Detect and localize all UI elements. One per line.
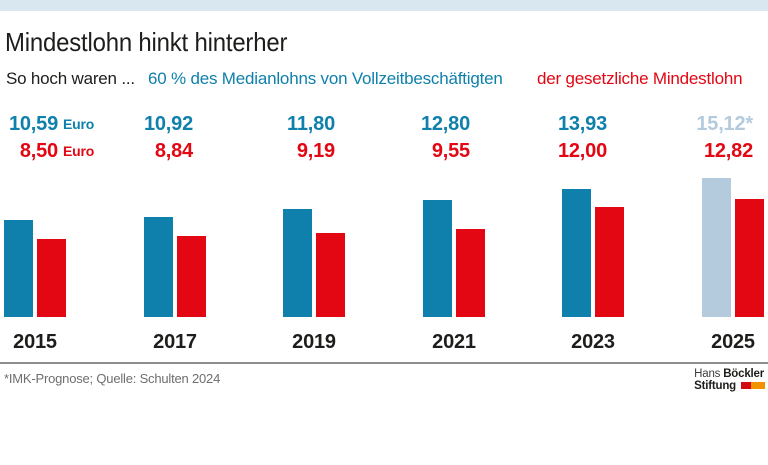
bar-median-2023 <box>562 189 591 317</box>
bar-minimum-2025 <box>735 199 764 317</box>
value-label-minimum-2017: 8,84 <box>154 140 193 162</box>
logo-stiftung: Stiftung <box>694 380 736 392</box>
bar-median-2021 <box>423 200 452 317</box>
value-label-minimum-2019: 9,19 <box>296 140 335 162</box>
logo-flag-icon <box>741 380 765 389</box>
source-note: *IMK-Prognose; Quelle: Schulten 2024 <box>4 371 221 386</box>
page-title: Mindestlohn hinkt hinterher <box>5 27 288 57</box>
unit-label: Euro <box>63 143 95 159</box>
logo-line-2: Stiftung <box>694 380 765 392</box>
value-label-median-2025: 15,12* <box>696 113 753 135</box>
bar-minimum-2015 <box>37 239 66 317</box>
bar-minimum-2019 <box>316 233 345 317</box>
logo-boeckler: Böckler <box>723 368 764 380</box>
value-label-minimum-2025: 12,82 <box>703 140 753 162</box>
year-label-2017: 2017 <box>153 331 197 353</box>
value-label-median-2017: 10,92 <box>143 113 193 135</box>
logo-flag-red <box>741 382 751 389</box>
year-label-2019: 2019 <box>292 331 336 353</box>
year-label-2015: 2015 <box>13 331 57 353</box>
value-label-minimum-2015: 8,50 Euro <box>19 140 95 162</box>
subtitle-prefix: So hoch waren ... <box>6 69 135 88</box>
bar-minimum-2017 <box>177 236 206 317</box>
hans-boeckler-logo: Hans Böckler Stiftung <box>694 368 765 392</box>
year-label-2025: 2025 <box>711 331 755 353</box>
bar-median-2015 <box>4 220 33 317</box>
logo-line-1: Hans Böckler <box>694 368 765 380</box>
legend-median-label: 60 % des Medianlohns von Vollzeitbeschäf… <box>148 69 503 88</box>
bar-median-2017 <box>144 217 173 317</box>
bar-median-2019 <box>283 209 312 317</box>
legend-minimum-label: der gesetzliche Mindestlohn <box>537 69 743 88</box>
legend-row: So hoch waren ... 60 % des Medianlohns v… <box>0 69 768 91</box>
unit-label: Euro <box>63 116 95 132</box>
year-label-2023: 2023 <box>571 331 615 353</box>
value-label-minimum-2021: 9,55 <box>431 140 470 162</box>
value-label-minimum-2023: 12,00 <box>557 140 607 162</box>
top-accent-band <box>0 0 768 11</box>
value-label-median-2021: 12,80 <box>420 113 470 135</box>
bar-minimum-2021 <box>456 229 485 317</box>
logo-hans: Hans <box>694 368 721 380</box>
logo-flag-orange <box>751 382 765 389</box>
bar-minimum-2023 <box>595 207 624 317</box>
value-label-median-2015: 10,59 Euro <box>8 113 95 135</box>
bar-median-2025 <box>702 178 731 317</box>
year-label-2021: 2021 <box>432 331 476 353</box>
value-label-median-2019: 11,80 <box>287 113 335 135</box>
value-label-median-2023: 13,93 <box>557 113 607 135</box>
divider-line <box>0 362 768 364</box>
